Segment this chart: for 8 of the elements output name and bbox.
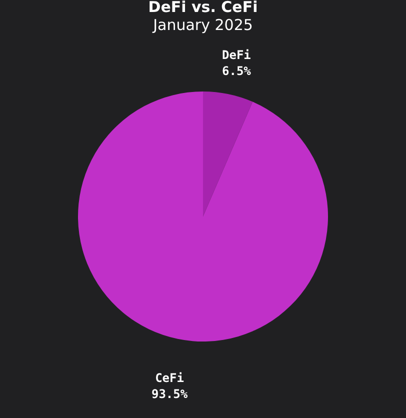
data-label: 6.5% (222, 64, 252, 78)
pie-slice (78, 92, 328, 342)
chart-title: DeFi vs. CeFi (148, 0, 258, 16)
chart-subtitle: January 2025 (152, 16, 253, 34)
slice-label: DeFi (222, 48, 251, 62)
pie-slice (203, 92, 253, 216)
data-label: 93.5% (151, 387, 188, 402)
slice-label: CeFi (155, 371, 184, 386)
